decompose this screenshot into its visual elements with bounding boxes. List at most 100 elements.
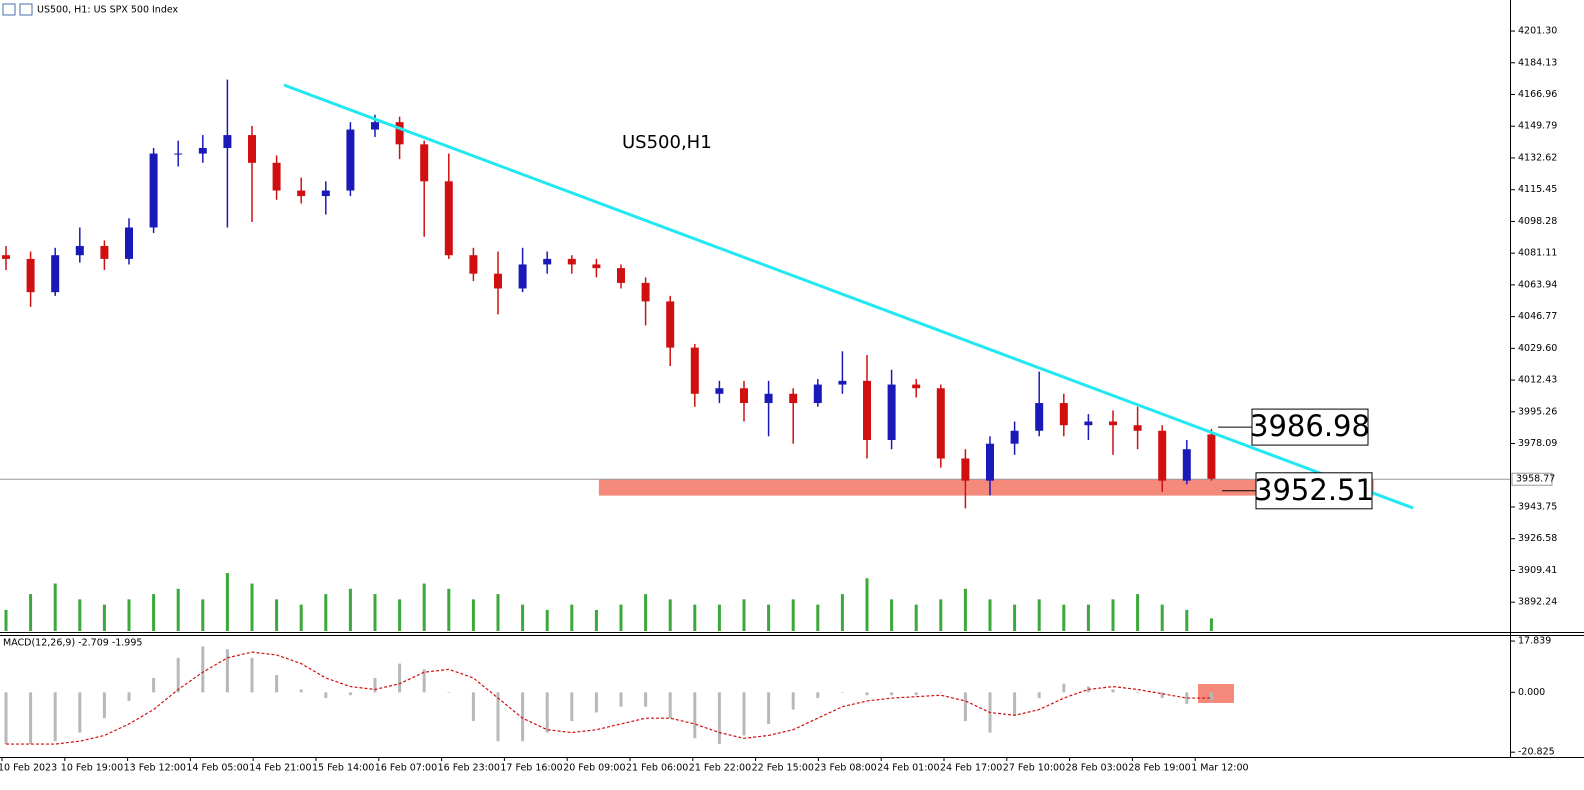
- candle-body: [592, 264, 601, 269]
- volume-bar: [152, 594, 156, 631]
- x-tick-label: 10 Feb 2023: [0, 763, 57, 774]
- volume-bar: [594, 609, 598, 631]
- candle-body: [297, 190, 306, 197]
- candle-body: [961, 458, 970, 481]
- candle-body: [813, 384, 822, 404]
- y-tick-label: 4012.43: [1518, 375, 1557, 386]
- y-tick-label: 3892.24: [1518, 597, 1557, 608]
- volume-bar: [816, 604, 820, 631]
- macd-bar: [644, 692, 648, 707]
- candle-body: [936, 388, 945, 459]
- volume-bar: [988, 599, 992, 631]
- macd-bar: [939, 692, 943, 693]
- volume-bar: [29, 594, 33, 631]
- volume-bar: [78, 599, 82, 631]
- candle-body: [1010, 430, 1019, 444]
- candle-body: [1182, 449, 1191, 481]
- candle-body: [321, 190, 330, 197]
- macd-bar: [1209, 692, 1213, 701]
- macd-bar: [4, 692, 8, 745]
- volume-bar: [471, 599, 475, 631]
- x-tick-label: 16 Feb 07:00: [375, 763, 437, 774]
- x-tick-label: 16 Feb 23:00: [438, 763, 500, 774]
- candle-body: [469, 255, 478, 274]
- volume-bar: [53, 583, 57, 631]
- y-tick-label: 4184.13: [1518, 57, 1557, 68]
- icon[interactable]: [2, 3, 16, 16]
- macd-bar: [201, 646, 205, 693]
- y-tick-label: 4115.45: [1518, 184, 1557, 195]
- candle-body: [125, 227, 133, 259]
- macd-bar: [324, 692, 328, 699]
- icon[interactable]: [19, 3, 33, 16]
- candle-body: [371, 122, 379, 130]
- volume-bar: [250, 583, 254, 631]
- y-tick-label: 3978.09: [1518, 438, 1557, 449]
- volume-bar: [840, 594, 844, 631]
- macd-bar: [791, 692, 795, 710]
- candle-body: [494, 273, 502, 289]
- x-tick-label: 20 Feb 09:00: [563, 763, 625, 774]
- volume-bar: [521, 604, 525, 631]
- candle-body: [715, 388, 724, 394]
- macd-bar: [348, 692, 352, 696]
- volume-bar: [348, 588, 352, 631]
- candle-body: [1109, 421, 1117, 426]
- y-tick-label: 4098.28: [1518, 216, 1557, 227]
- y-tick-label: -20.825: [1518, 747, 1555, 758]
- volume-bar: [1136, 594, 1140, 631]
- volume-bar: [963, 588, 967, 631]
- volume-bar: [693, 604, 697, 631]
- volume-bar: [890, 599, 894, 631]
- volume-bar: [644, 594, 648, 631]
- x-tick-label: 24 Feb 01:00: [877, 763, 939, 774]
- volume-bar: [422, 583, 426, 631]
- macd-bar: [471, 692, 475, 722]
- volume-bar: [496, 594, 500, 631]
- level-label: 3986.98: [1250, 409, 1370, 443]
- macd-bar: [299, 689, 303, 693]
- candle-body: [690, 347, 699, 394]
- x-tick-label: 13 Feb 12:00: [124, 763, 186, 774]
- x-tick-label: 17 Feb 16:00: [500, 763, 562, 774]
- volume-bar: [767, 604, 771, 631]
- macd-bar: [1111, 689, 1115, 693]
- macd-bar: [447, 692, 451, 693]
- volume-bar: [1160, 604, 1164, 631]
- macd-bar: [865, 692, 869, 696]
- volume-bar: [914, 604, 918, 631]
- macd-bar: [1136, 692, 1140, 693]
- macd-bar: [668, 692, 672, 719]
- macd-bar: [693, 692, 697, 739]
- candle-body: [223, 135, 232, 149]
- candle-body: [863, 380, 871, 440]
- candle-body: [1207, 434, 1216, 479]
- candle-body: [395, 122, 404, 145]
- volume-bar: [447, 588, 451, 631]
- volume-bar: [1209, 618, 1213, 631]
- macd-bar: [102, 692, 106, 719]
- y-tick-label: 4132.62: [1518, 152, 1557, 163]
- y-tick-label: 3926.58: [1518, 533, 1557, 544]
- level-box: [1251, 408, 1369, 446]
- volume-bar: [939, 599, 943, 631]
- x-tick-label: 10 Feb 19:00: [61, 763, 123, 774]
- candle-body: [51, 255, 60, 293]
- macd-bar: [1185, 692, 1189, 704]
- x-tick-label: 28 Feb 19:00: [1128, 763, 1190, 774]
- volume-bar: [1185, 609, 1189, 631]
- y-tick-label: 17.839: [1518, 636, 1551, 647]
- x-tick-label: 21 Feb 22:00: [689, 763, 751, 774]
- y-tick-label: 4201.30: [1518, 26, 1557, 37]
- macd-bar: [619, 692, 623, 707]
- candle-body: [75, 245, 84, 256]
- macd-bar: [398, 663, 402, 693]
- x-tick-label: 24 Feb 17:00: [940, 763, 1002, 774]
- macd-highlight: [1198, 684, 1234, 703]
- volume-bar: [324, 594, 328, 631]
- volume-bar: [1111, 599, 1115, 631]
- candle-body: [543, 258, 552, 265]
- candle-body: [248, 135, 256, 163]
- candle-body: [174, 153, 183, 155]
- candle-body: [420, 144, 429, 182]
